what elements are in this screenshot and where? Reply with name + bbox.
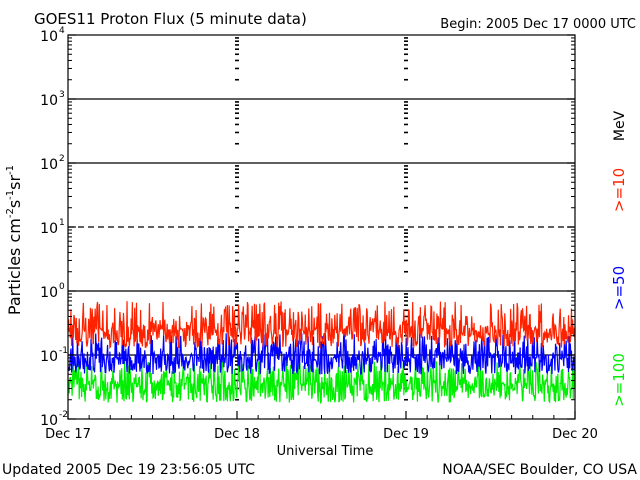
series-line xyxy=(67,333,576,376)
y-tick-exponent: 2 xyxy=(59,154,65,164)
legend-entry: >=50 xyxy=(610,266,628,310)
x-axis-label: Universal Time xyxy=(277,444,374,459)
x-axis: Dec 17 Dec 18 Dec 19 Dec 20 xyxy=(45,411,598,442)
y-tick-label: 10 xyxy=(40,29,58,45)
legend: >=10 >=50 >=100 MeV xyxy=(610,110,628,406)
series-layer xyxy=(67,301,576,405)
series-line xyxy=(67,361,576,405)
y-tick-label: 10 xyxy=(40,93,58,109)
y-axis-label: Particles cm-2s-1sr-1 xyxy=(5,165,24,315)
y-tick-exponent: 4 xyxy=(59,26,65,36)
begin-label: Begin: 2005 Dec 17 0000 UTC xyxy=(440,17,636,32)
legend-unit: MeV xyxy=(612,110,628,141)
y-tick-label: 10 xyxy=(40,349,58,365)
updated-text: Updated 2005 Dec 19 23:56:05 UTC xyxy=(2,462,255,478)
y-tick-exponent: -1 xyxy=(59,346,68,356)
svg-text:Particles cm-2s-1sr-1: Particles cm-2s-1sr-1 xyxy=(5,165,24,315)
y-tick-label: 10 xyxy=(40,221,58,237)
y-tick-exponent: -2 xyxy=(59,410,68,420)
legend-entry: >=100 xyxy=(610,353,628,407)
y-tick-label: 10 xyxy=(40,413,58,429)
y-tick-exponent: 0 xyxy=(59,282,65,292)
credit-text: NOAA/SEC Boulder, CO USA xyxy=(442,462,637,478)
x-tick-label: Dec 17 xyxy=(45,427,91,442)
x-tick-label: Dec 20 xyxy=(552,427,598,442)
x-tick-label: Dec 19 xyxy=(383,427,429,442)
x-tick-label: Dec 18 xyxy=(214,427,260,442)
y-tick-label: 10 xyxy=(40,285,58,301)
series-line xyxy=(67,301,576,350)
legend-entry: >=10 xyxy=(610,168,628,212)
chart-title: GOES11 Proton Flux (5 minute data) xyxy=(34,10,307,28)
y-tick-label: 10 xyxy=(40,157,58,173)
y-tick-exponent: 1 xyxy=(59,218,65,228)
y-tick-exponent: 3 xyxy=(59,90,65,100)
